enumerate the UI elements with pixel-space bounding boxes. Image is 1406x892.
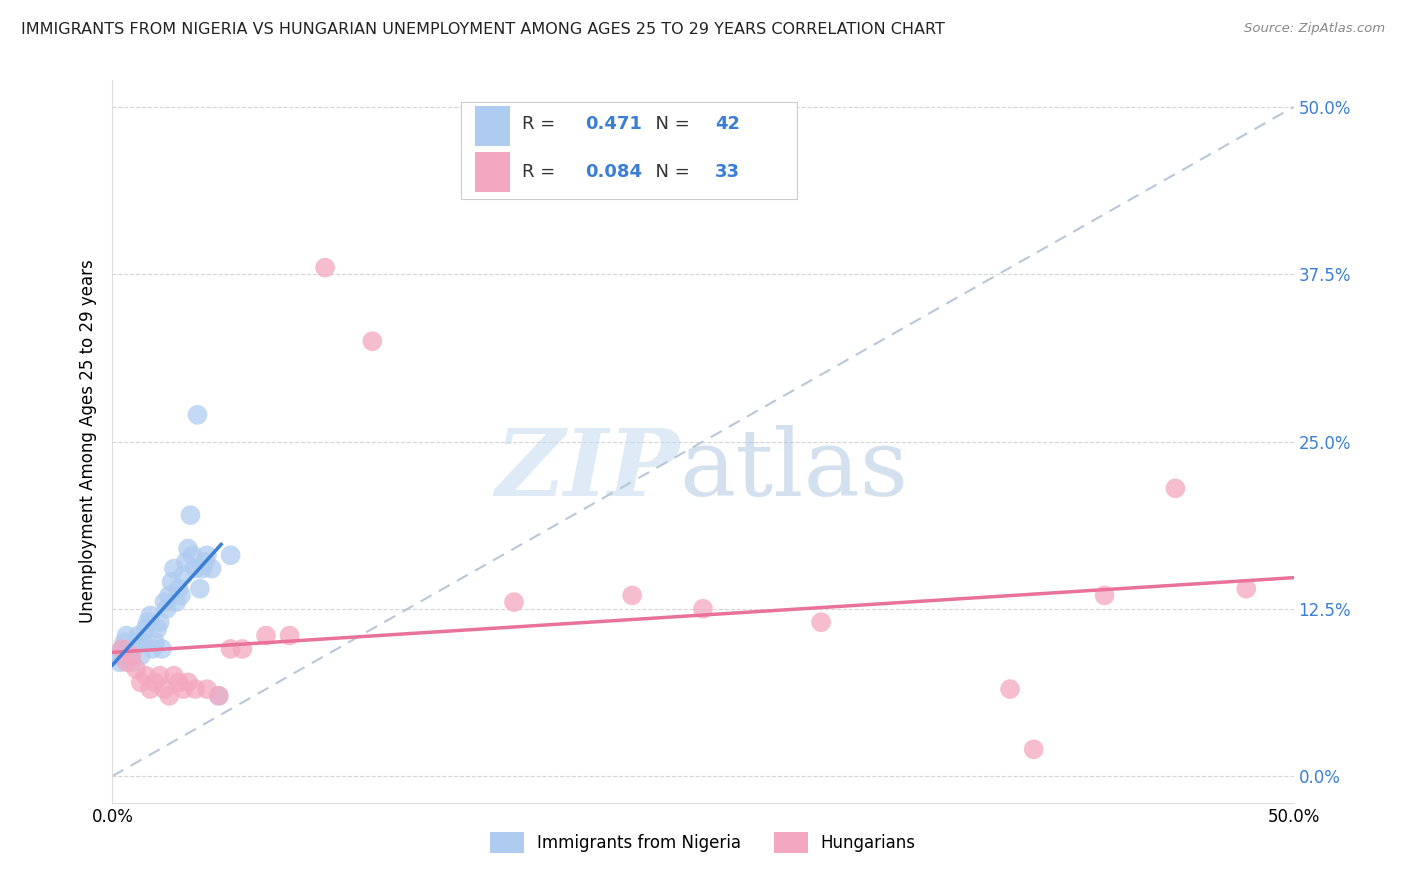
Point — [503, 595, 526, 609]
Point — [135, 669, 157, 683]
Point — [254, 629, 277, 643]
Point — [184, 562, 207, 576]
Point — [186, 408, 208, 422]
Point — [115, 629, 138, 643]
Point — [125, 635, 148, 649]
Point — [172, 568, 194, 582]
Point — [201, 562, 224, 576]
Point — [125, 662, 148, 676]
Point — [184, 681, 207, 696]
Point — [195, 681, 218, 696]
Point — [163, 562, 186, 576]
Point — [179, 508, 201, 523]
Point — [1094, 589, 1116, 603]
Point — [810, 615, 832, 630]
Point — [156, 602, 179, 616]
Point — [231, 642, 253, 657]
Point — [136, 615, 159, 630]
Point — [1164, 482, 1187, 496]
Point — [1234, 582, 1257, 596]
Point — [122, 642, 145, 657]
Point — [170, 589, 193, 603]
Point — [118, 648, 141, 663]
FancyBboxPatch shape — [461, 102, 797, 200]
Point — [129, 675, 152, 690]
Point — [167, 675, 190, 690]
Point — [163, 669, 186, 683]
Point — [129, 648, 152, 663]
Point — [139, 681, 162, 696]
Point — [188, 582, 211, 596]
Point — [278, 629, 301, 643]
Point — [142, 642, 165, 657]
Point — [149, 669, 172, 683]
Point — [177, 541, 200, 556]
Point — [194, 555, 217, 569]
Point — [108, 655, 131, 669]
Text: 0.471: 0.471 — [585, 115, 641, 134]
Point — [195, 548, 218, 563]
Point — [692, 602, 714, 616]
Point — [1022, 742, 1045, 756]
Point — [105, 648, 128, 663]
Point — [139, 608, 162, 623]
Point — [143, 635, 166, 649]
Text: IMMIGRANTS FROM NIGERIA VS HUNGARIAN UNEMPLOYMENT AMONG AGES 25 TO 29 YEARS CORR: IMMIGRANTS FROM NIGERIA VS HUNGARIAN UNE… — [21, 22, 945, 37]
Text: Source: ZipAtlas.com: Source: ZipAtlas.com — [1244, 22, 1385, 36]
Point — [111, 642, 134, 657]
Point — [112, 635, 135, 649]
Point — [208, 689, 231, 703]
Legend: Immigrants from Nigeria, Hungarians: Immigrants from Nigeria, Hungarians — [484, 826, 922, 860]
Text: 0.084: 0.084 — [585, 163, 643, 181]
Point — [174, 555, 197, 569]
Text: 33: 33 — [714, 163, 740, 181]
Point — [165, 595, 187, 609]
Point — [998, 681, 1021, 696]
Text: ZIP: ZIP — [495, 425, 679, 516]
Point — [127, 629, 149, 643]
Text: R =: R = — [522, 115, 567, 134]
Text: N =: N = — [644, 163, 696, 181]
Point — [157, 689, 180, 703]
Point — [150, 642, 173, 657]
Point — [143, 675, 166, 690]
Point — [153, 681, 176, 696]
Bar — [475, 106, 510, 146]
Point — [177, 675, 200, 690]
Point — [621, 589, 644, 603]
Text: atlas: atlas — [679, 425, 908, 516]
Bar — [475, 152, 510, 192]
Point — [120, 648, 142, 663]
Point — [111, 642, 134, 657]
Y-axis label: Unemployment Among Ages 25 to 29 years: Unemployment Among Ages 25 to 29 years — [79, 260, 97, 624]
Point — [219, 642, 242, 657]
Text: N =: N = — [644, 115, 696, 134]
Point — [153, 595, 176, 609]
Text: 42: 42 — [714, 115, 740, 134]
Point — [219, 548, 242, 563]
Point — [146, 622, 169, 636]
Text: R =: R = — [522, 163, 567, 181]
Point — [191, 562, 214, 576]
Point — [157, 589, 180, 603]
Point — [149, 615, 172, 630]
Point — [115, 655, 138, 669]
Point — [208, 689, 231, 703]
Point — [181, 548, 204, 563]
Point — [160, 575, 183, 590]
Point — [135, 622, 157, 636]
Point — [172, 681, 194, 696]
Point — [314, 260, 336, 275]
Point — [120, 655, 142, 669]
Point — [132, 635, 155, 649]
Point — [361, 334, 384, 349]
Point — [167, 582, 190, 596]
